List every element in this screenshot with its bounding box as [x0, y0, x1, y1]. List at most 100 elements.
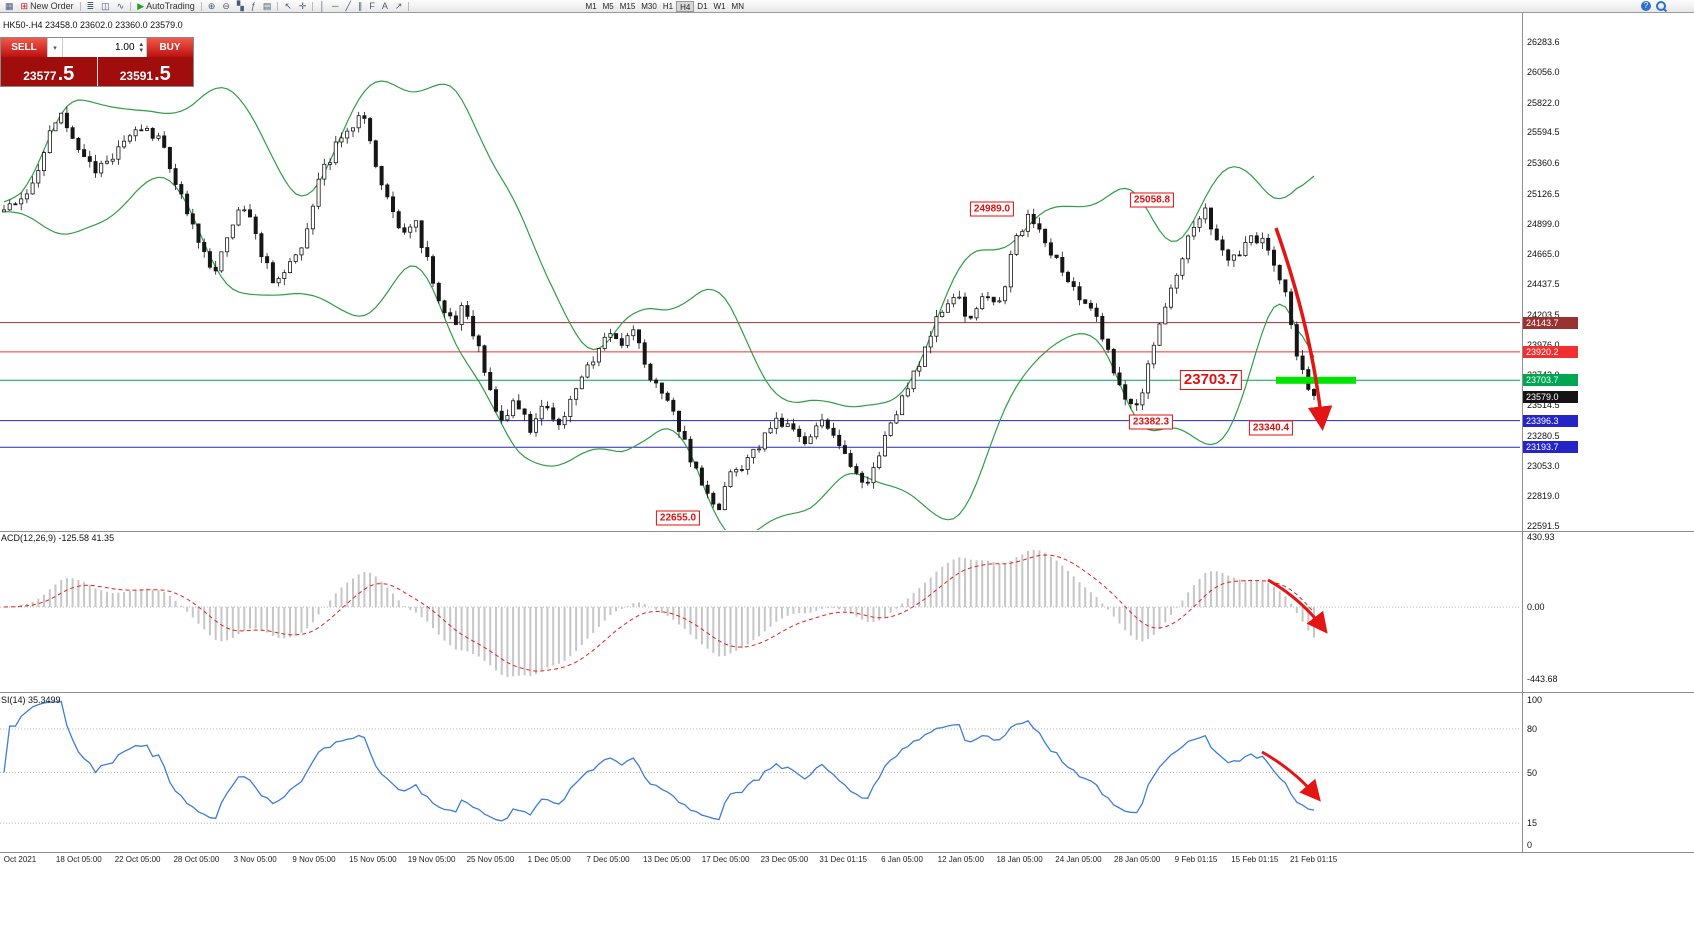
timeframe-w1[interactable]: W1 [713, 1, 726, 11]
bar-chart-icon-icon: ≣ [86, 0, 95, 11]
toolbar-right: ? [1641, 1, 1666, 11]
trade-prices-row: 23577.5 23591.5 [1, 57, 193, 86]
tile-windows-icon-icon: ▚ [236, 0, 244, 11]
toolbar-items: ▦ ⊞ New Order ≣ ◫ ∿ ▶ AutoTrading ⊕ ⊖ ▚ ƒ ▤ ↖ ✛ │ ─ ╱ ∥ F A ↗… [2, 0, 747, 12]
time-scale-separator [0, 852, 1694, 853]
candlestick-chart-icon[interactable]: ◫ [98, 1, 113, 12]
macd-signal-line [3, 554, 1315, 672]
horizontal-line-icon-icon: ─ [332, 0, 339, 11]
sell-price-main: 23577 [23, 69, 57, 83]
red-down-arrow[interactable] [1267, 578, 1328, 634]
volume-up-icon[interactable]: ▲ [138, 41, 145, 48]
macd-histogram [8, 549, 1315, 677]
line-chart-icon-icon: ∿ [116, 0, 125, 11]
rsi-line [3, 700, 1315, 822]
search-icon[interactable] [1656, 1, 1666, 11]
zoom-in-icon[interactable]: ⊕ [205, 1, 219, 12]
toolbar-separator [79, 1, 81, 11]
chart-window-icon[interactable]: ▦ [2, 1, 17, 12]
cursor-icon[interactable]: ↖ [281, 1, 295, 12]
timeframe-m5[interactable]: M5 [602, 1, 614, 11]
equidistant-channel-icon-icon: ∥ [357, 0, 363, 11]
bollinger-lower-band [3, 176, 1315, 530]
rsi-panel-separator[interactable] [0, 692, 1694, 693]
rsi-indicator [0, 700, 1520, 824]
toolbar-separator [277, 1, 279, 11]
autotrading-button[interactable]: ▶ AutoTrading [134, 1, 198, 12]
autotrading-button-label: AutoTrading [146, 0, 195, 11]
vertical-line-icon-icon: │ [319, 0, 326, 11]
macd-indicator [0, 549, 1520, 677]
toolbar-separator [130, 1, 132, 11]
bar-chart-icon[interactable]: ≣ [84, 1, 98, 12]
volume-stepper[interactable]: ▲▼ [63, 38, 147, 57]
trend-arrows [1261, 227, 1333, 802]
trendline-icon[interactable]: ╱ [342, 1, 353, 12]
toolbar-separator [200, 1, 202, 11]
text-label-icon-icon: A [381, 0, 388, 11]
autotrading-icon: ▶ [137, 0, 145, 11]
indicators-icon[interactable]: ƒ [248, 1, 259, 12]
timeframe-m15[interactable]: M15 [619, 1, 636, 11]
new-order-button[interactable]: ⊞ New Order [18, 1, 77, 12]
horizontal-price-lines [0, 322, 1520, 448]
candlesticks[interactable] [2, 106, 1317, 511]
macd-indicator-label: ACD(12,26,9) -125.58 41.35 [1, 533, 115, 543]
zoom-out-icon-icon: ⊖ [222, 0, 230, 11]
vertical-line-icon[interactable]: │ [316, 1, 328, 12]
buy-price-main: 23591 [119, 69, 154, 83]
templates-icon-icon: ▤ [262, 0, 272, 11]
cursor-icon-icon: ↖ [284, 0, 292, 11]
equidistant-channel-icon[interactable]: ∥ [355, 1, 366, 12]
candlestick-chart-icon-icon: ◫ [101, 0, 110, 11]
symbol-ohlc-info: HK50-.H4 23458.0 23602.0 23360.0 23579.0 [3, 20, 183, 30]
timeframe-h1[interactable]: H1 [662, 1, 674, 11]
crosshair-icon-icon: ✛ [298, 0, 307, 11]
sell-button[interactable]: SELL [1, 38, 47, 57]
help-icon[interactable]: ? [1641, 1, 1651, 11]
crosshair-icon[interactable]: ✛ [296, 1, 310, 12]
buy-price[interactable]: 23591.5 [98, 57, 194, 86]
price-scale-separator [1522, 13, 1523, 852]
volume-down-icon[interactable]: ▼ [138, 47, 145, 54]
rsi-indicator-label: SI(14) 35.3499 [1, 695, 61, 705]
bollinger-upper-band [3, 80, 1315, 408]
arrow-object-icon[interactable]: ↗ [392, 1, 406, 12]
timeframe-d1[interactable]: D1 [697, 1, 708, 11]
timeframe-m1[interactable]: M1 [585, 1, 597, 11]
new-order-icon: ⊞ [20, 0, 29, 11]
arrow-object-icon-icon: ↗ [394, 0, 403, 11]
red-down-arrow[interactable] [1261, 750, 1321, 802]
fibonacci-icon[interactable]: F [366, 1, 378, 12]
zoom-in-icon-icon: ⊕ [207, 0, 216, 11]
toolbar-separator [408, 1, 410, 11]
macd-panel-separator[interactable] [0, 531, 1694, 532]
volume-dropdown-icon[interactable]: ▾ [47, 38, 63, 57]
tile-windows-icon[interactable]: ▚ [234, 1, 247, 12]
red-down-arrow[interactable] [1274, 227, 1333, 431]
volume-input[interactable] [63, 42, 137, 53]
main-toolbar: ▦ ⊞ New Order ≣ ◫ ∿ ▶ AutoTrading ⊕ ⊖ ▚ ƒ ▤ ↖ ✛ │ ─ ╱ ∥ F A ↗… [0, 0, 1694, 13]
buy-price-fraction: .5 [154, 63, 171, 85]
bollinger-bands [3, 80, 1315, 530]
fibonacci-icon-icon: F [369, 0, 375, 11]
buy-button[interactable]: BUY [147, 38, 193, 57]
horizontal-line-icon[interactable]: ─ [329, 1, 341, 12]
chart-window-icon-icon: ▦ [5, 0, 14, 11]
new-order-button-label: New Order [30, 0, 74, 11]
timeframe-h4[interactable]: H4 [676, 0, 695, 12]
toolbar-separator [312, 1, 314, 11]
zoom-out-icon[interactable]: ⊖ [219, 1, 233, 12]
volume-spin-buttons: ▲ ▼ [137, 42, 146, 54]
one-click-trading-panel: SELL ▾ ▲▼ BUY 23577.5 23591.5 [0, 37, 194, 87]
sell-price[interactable]: 23577.5 [1, 57, 98, 86]
timeframe-mn[interactable]: MN [731, 1, 744, 11]
line-chart-icon[interactable]: ∿ [114, 1, 128, 12]
templates-icon[interactable]: ▤ [260, 1, 275, 12]
trendline-icon-icon: ╱ [345, 0, 351, 11]
timeframe-m30[interactable]: M30 [641, 1, 657, 11]
text-label-icon[interactable]: A [379, 1, 391, 12]
trade-controls-row: SELL ▾ ▲▼ BUY [1, 38, 193, 57]
